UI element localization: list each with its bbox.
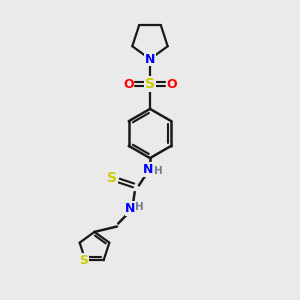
Text: S: S [107, 171, 118, 184]
Text: O: O [166, 77, 177, 91]
Text: H: H [154, 166, 163, 176]
Text: O: O [123, 77, 134, 91]
Text: N: N [125, 202, 136, 215]
Text: N: N [145, 52, 155, 66]
Text: S: S [145, 77, 155, 91]
Text: N: N [143, 163, 154, 176]
Text: H: H [134, 202, 143, 212]
Text: S: S [79, 254, 88, 267]
